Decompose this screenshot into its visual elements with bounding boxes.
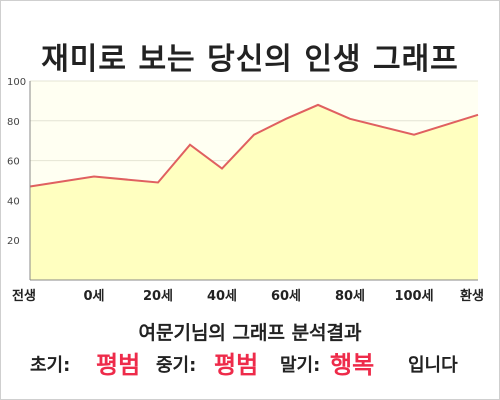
- result-caption: 여문기님의 그래프 분석결과: [138, 322, 362, 344]
- early-value: 평범: [96, 351, 141, 379]
- y-tick-label: 20: [7, 236, 20, 247]
- y-tick-labels: 20 40 60 80 100: [7, 77, 26, 247]
- middle-value: 평범: [214, 351, 259, 379]
- middle-label: 중기:: [156, 355, 197, 376]
- early-label: 초기:: [30, 355, 71, 376]
- x-tick-labels: 전생 0세 20세 40세 60세 80세 100세 환생: [12, 288, 484, 304]
- life-line: [29, 103, 479, 188]
- x-tick-label: 환생: [460, 288, 484, 304]
- late-value: 행복: [330, 351, 375, 379]
- late-label: 말기:: [280, 355, 321, 376]
- y-tick-label: 40: [7, 196, 20, 207]
- x-tick-label: 100세: [394, 289, 433, 304]
- x-tick-label: 0세: [83, 289, 104, 304]
- y-tick-label: 100: [7, 77, 26, 88]
- life-graph-chart: 20 40 60 80 100 전생 0세 20세 40세 60세 80세 100세 환생: [7, 77, 484, 304]
- x-tick-label: 전생: [12, 288, 36, 304]
- x-tick-label: 60세: [271, 289, 301, 304]
- y-tick-label: 60: [7, 157, 20, 168]
- x-tick-label: 40세: [207, 289, 237, 304]
- x-tick-label: 20세: [143, 289, 173, 304]
- x-tick-label: 80세: [335, 289, 365, 304]
- y-tick-label: 80: [7, 117, 20, 128]
- life-area-fill: [30, 104, 478, 281]
- result-suffix: 입니다: [408, 355, 458, 376]
- chart-title: 재미로 보는 당신의 인생 그래프: [41, 42, 459, 77]
